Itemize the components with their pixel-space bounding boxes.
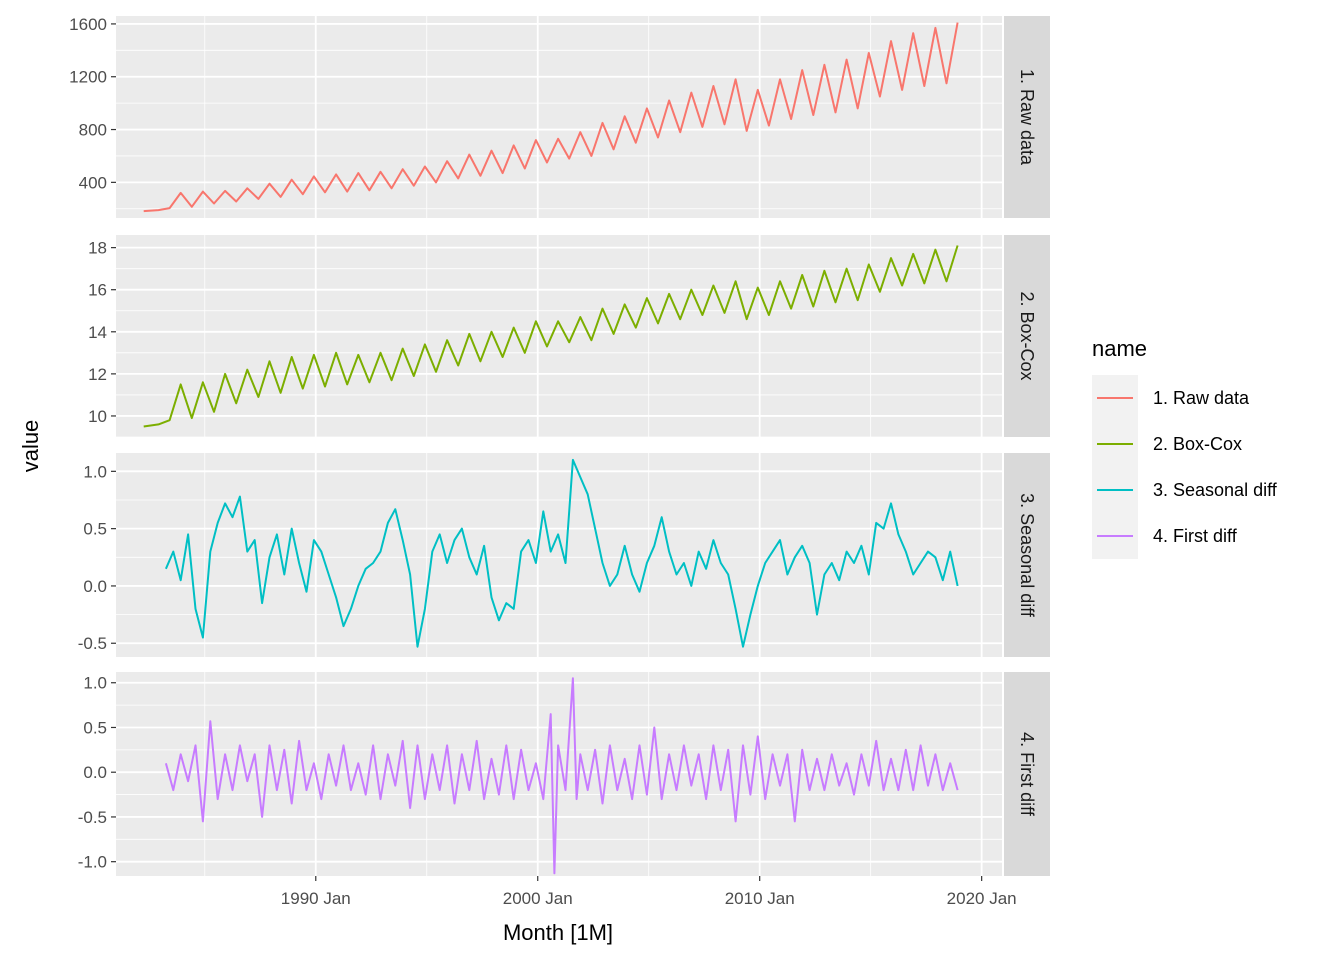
panel-background bbox=[116, 453, 1002, 657]
y-tick-label: 1.0 bbox=[83, 462, 107, 481]
y-tick-label: 14 bbox=[88, 323, 107, 342]
x-axis-title: Month [1M] bbox=[503, 920, 613, 945]
x-axis: 1990 Jan 2000 Jan 2010 Jan 2020 Jan bbox=[281, 876, 1017, 908]
facet-strip-label: 3. Seasonal diff bbox=[1017, 493, 1037, 618]
x-tick-label: 2010 Jan bbox=[725, 889, 795, 908]
y-tick-label: 0.0 bbox=[83, 577, 107, 596]
panel-3-seasonal-diff: -0.5 0.0 0.5 1.0 3. Seasonal diff bbox=[78, 453, 1050, 657]
facet-strip bbox=[1004, 453, 1050, 657]
y-tick-label: 16 bbox=[88, 281, 107, 300]
facet-strip-label: 1. Raw data bbox=[1017, 69, 1037, 166]
legend-title: name bbox=[1092, 336, 1147, 361]
legend-keys: 1. Raw data 2. Box-Cox 3. Seasonal diff 4. … bbox=[1092, 375, 1278, 559]
y-tick-label: 18 bbox=[88, 239, 107, 258]
legend-label: 4. First diff bbox=[1153, 526, 1238, 546]
y-tick-label: -1.0 bbox=[78, 853, 107, 872]
facet-strip bbox=[1004, 672, 1050, 876]
series-line-1-raw-data bbox=[143, 22, 959, 213]
y-tick-label: 12 bbox=[88, 365, 107, 384]
x-tick-label: 2020 Jan bbox=[947, 889, 1017, 908]
panel-background bbox=[116, 672, 1002, 876]
y-tick-label: 800 bbox=[79, 121, 107, 140]
y-tick-label: 400 bbox=[79, 173, 107, 192]
y-tick-label: 1600 bbox=[69, 15, 107, 34]
y-tick-label: 10 bbox=[88, 407, 107, 426]
y-tick-label: 0.5 bbox=[83, 520, 107, 539]
y-axis-title: value bbox=[18, 420, 43, 473]
legend-label: 1. Raw data bbox=[1153, 388, 1250, 408]
facet-strip bbox=[1004, 16, 1050, 218]
legend-entry-3-seasonal-diff: 3. Seasonal diff bbox=[1092, 467, 1278, 513]
legend-entry-1-raw-data: 1. Raw data bbox=[1092, 375, 1250, 421]
legend: name 1. Raw data 2. Box-Cox 3. Seasonal di… bbox=[1092, 336, 1278, 559]
panel-1-raw-data: 400 800 1200 1600 1. Raw data bbox=[69, 15, 1050, 218]
y-tick-label: 1200 bbox=[69, 68, 107, 87]
y-tick-label: 0.5 bbox=[83, 718, 107, 737]
chart-panels: 400 800 1200 1600 1. Raw data 10 12 14 16 18 2. Bo… bbox=[69, 15, 1050, 876]
y-tick-label: 1.0 bbox=[83, 674, 107, 693]
legend-entry-4-first-diff: 4. First diff bbox=[1092, 513, 1238, 559]
facet-strip bbox=[1004, 235, 1050, 437]
x-tick-label: 1990 Jan bbox=[281, 889, 351, 908]
series-line-4-first-diff bbox=[164, 677, 959, 875]
x-tick-label: 2000 Jan bbox=[503, 889, 573, 908]
panel-2-box-cox: 10 12 14 16 18 2. Box-Cox bbox=[88, 235, 1050, 438]
series-line-2-box-cox bbox=[143, 245, 959, 428]
y-tick-label: -0.5 bbox=[78, 634, 107, 653]
panel-background bbox=[116, 16, 1002, 218]
y-tick-label: 0.0 bbox=[83, 763, 107, 782]
legend-label: 2. Box-Cox bbox=[1153, 434, 1242, 454]
legend-label: 3. Seasonal diff bbox=[1153, 480, 1278, 500]
series-line-3-seasonal-diff bbox=[164, 458, 959, 648]
facet-strip-label: 4. First diff bbox=[1017, 732, 1037, 817]
panel-4-first-diff: -1.0 -0.5 0.0 0.5 1.0 4. First diff bbox=[78, 672, 1050, 876]
y-tick-label: -0.5 bbox=[78, 808, 107, 827]
facet-strip-label: 2. Box-Cox bbox=[1017, 291, 1037, 380]
legend-entry-2-box-cox: 2. Box-Cox bbox=[1092, 421, 1242, 467]
